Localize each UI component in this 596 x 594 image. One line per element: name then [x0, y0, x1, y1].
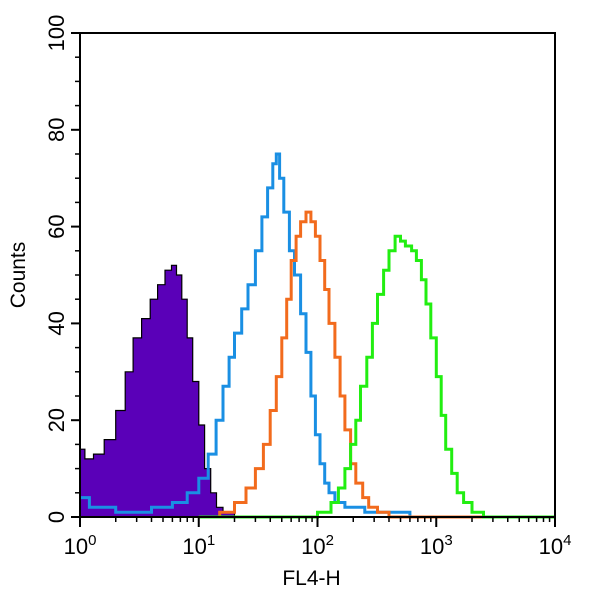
x-tick-label: 102 [301, 532, 334, 559]
y-tick-label: 0 [44, 511, 69, 523]
y-tick-label: 40 [44, 311, 69, 335]
series-3-line [198, 234, 555, 519]
x-axis-title: FL4-H [282, 567, 340, 590]
series-0-fill [79, 264, 555, 518]
y-axis-title: Counts [7, 242, 30, 309]
y-tick-label: 20 [44, 408, 69, 432]
y-tick-label: 60 [44, 214, 69, 238]
y-tick-label: 80 [44, 118, 69, 142]
x-tick-label: 101 [182, 532, 215, 559]
x-tick-label: 103 [420, 532, 453, 559]
y-tick-label: 100 [44, 15, 69, 52]
x-tick-label: 100 [64, 532, 97, 559]
series-layer [79, 152, 555, 519]
series-1-line [80, 152, 555, 519]
x-tick-label: 104 [539, 532, 572, 559]
x-axis: 100 101 102 103 104 [64, 517, 572, 559]
y-axis: 0 20 40 60 80 100 [44, 15, 80, 523]
series-2-line [198, 210, 555, 519]
